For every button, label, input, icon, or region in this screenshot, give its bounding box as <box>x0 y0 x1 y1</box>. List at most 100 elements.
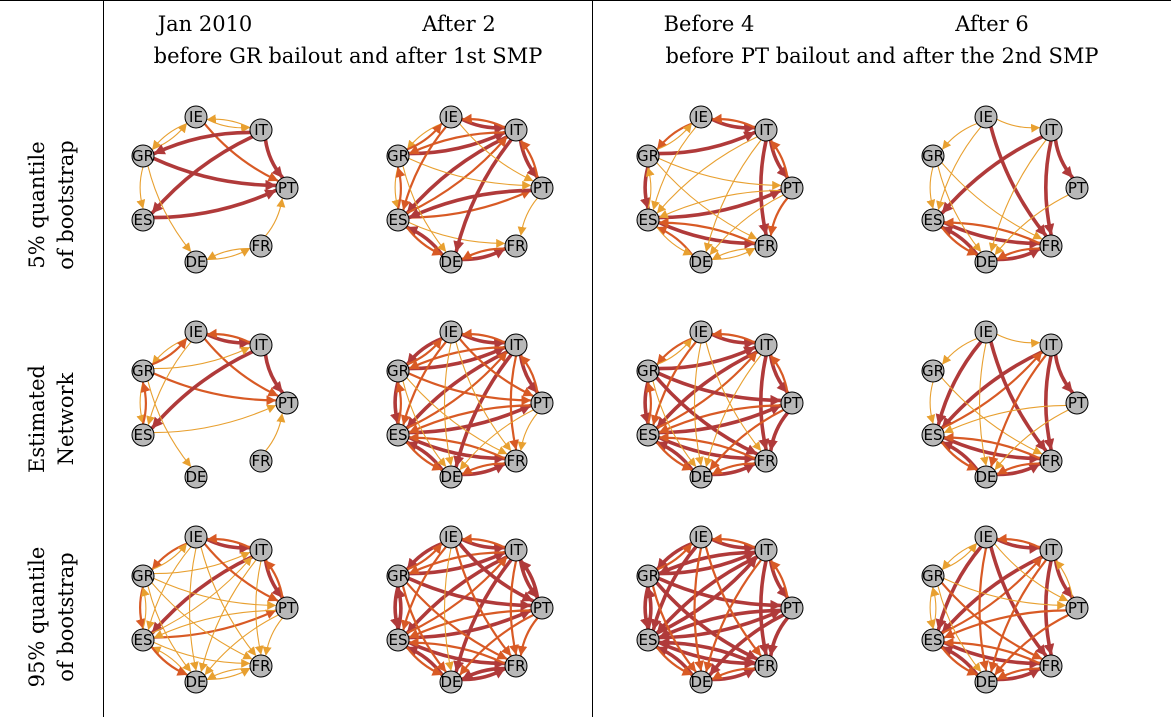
node-fr: FR <box>754 654 778 678</box>
edge-ie-to-es <box>400 340 448 426</box>
edge-gr-to-ie <box>656 338 692 366</box>
edge-es-to-pt <box>153 404 277 434</box>
node-pt: PT <box>530 596 554 620</box>
node-label-it: IT <box>509 121 523 139</box>
edge-it-to-pt <box>1053 558 1074 599</box>
node-pt: PT <box>780 596 804 620</box>
edge-ie-to-gr <box>656 122 694 150</box>
node-label-gr: GR <box>132 147 154 165</box>
edge-it-to-pt <box>518 353 539 394</box>
node-de: DE <box>439 670 463 694</box>
node-label-es: ES <box>134 426 153 444</box>
node-label-de: DE <box>440 253 461 271</box>
node-fr: FR <box>504 654 528 678</box>
edge-it-to-pt <box>263 353 284 394</box>
edge-es-to-gr <box>645 586 656 631</box>
edge-it-to-de <box>453 138 513 253</box>
edge-ie-to-fr <box>704 545 762 657</box>
edge-it-to-ie <box>461 113 507 129</box>
edge-es-to-fr <box>153 641 251 668</box>
node-gr: GR <box>386 144 410 168</box>
node-pt: PT <box>275 596 299 620</box>
node-label-it: IT <box>759 541 773 559</box>
edge-ie-to-es <box>651 126 697 211</box>
edge-ie-to-de <box>188 547 199 671</box>
edge-it-to-pt <box>1053 353 1074 394</box>
network-r3-c4: IE IT GR PT ES FR DE <box>921 525 1089 694</box>
edge-pt-to-fr <box>262 617 284 656</box>
node-de: DE <box>184 670 208 694</box>
edge-ie-to-fr <box>200 546 257 657</box>
edge-gr-to-de <box>652 380 697 467</box>
node-label-ie: IE <box>979 528 993 546</box>
edge-fr-to-de <box>996 462 1042 476</box>
edge-gr-to-de <box>937 165 982 252</box>
edge-gr-to-es <box>136 381 146 424</box>
edge-es-to-fr <box>941 640 1042 669</box>
edge-es-to-it <box>405 556 508 635</box>
row-label-estimated-network: Estimated Network <box>23 309 85 529</box>
node-label-es: ES <box>389 426 408 444</box>
edge-it-to-es <box>940 134 1045 215</box>
node-label-pt: PT <box>1068 179 1087 197</box>
node-pt: PT <box>1065 596 1089 620</box>
node-pt: PT <box>780 391 804 415</box>
edge-es-to-de <box>655 645 693 676</box>
node-label-it: IT <box>254 336 268 354</box>
edge-ie-to-pt <box>203 337 279 397</box>
row-label-5-quantile: 5% quantile of bootstrap <box>23 95 85 315</box>
node-gr: GR <box>131 564 155 588</box>
edge-ie-to-es <box>400 545 448 631</box>
node-label-it: IT <box>509 541 523 559</box>
edge-gr-to-es <box>391 166 401 209</box>
node-gr: GR <box>921 564 945 588</box>
edge-fr-to-de <box>206 668 251 680</box>
node-label-fr: FR <box>1041 452 1060 470</box>
node-pt: PT <box>275 391 299 415</box>
node-de: DE <box>689 465 713 489</box>
edge-es-to-gr <box>395 166 406 211</box>
edge-fr-to-es <box>657 637 758 666</box>
edge-it-to-fr <box>758 559 770 656</box>
edge-es-to-pt <box>656 188 783 220</box>
edge-es-to-gr <box>140 381 151 426</box>
edge-it-to-es <box>405 349 510 430</box>
node-es: ES <box>921 628 945 652</box>
node-fr: FR <box>1039 654 1063 678</box>
node-label-es: ES <box>639 631 658 649</box>
edge-ie-to-de <box>693 342 704 466</box>
node-it: IT <box>504 333 528 357</box>
node-label-ie: IE <box>979 323 993 341</box>
edge-gr-to-de <box>402 165 447 252</box>
node-label-gr: GR <box>132 567 154 585</box>
node-it: IT <box>249 538 273 562</box>
edge-it-to-pt <box>1053 138 1074 179</box>
edge-gr-to-es <box>926 166 936 209</box>
edge-it-to-pt <box>768 138 789 179</box>
edge-gr-to-pt <box>943 577 1067 610</box>
edge-it-to-fr <box>509 559 519 656</box>
edge-pt-to-es <box>943 609 1068 639</box>
node-label-gr: GR <box>387 362 409 380</box>
edge-ie-to-it <box>996 118 1041 133</box>
row-label-estimated-line1: Estimated <box>25 365 49 474</box>
node-es: ES <box>921 208 945 232</box>
edge-pt-to-es <box>943 404 1067 434</box>
edge-de-to-es <box>151 646 188 676</box>
node-es: ES <box>386 208 410 232</box>
edge-es-to-it <box>405 351 508 430</box>
edge-ie-to-es <box>650 545 698 632</box>
row-label-5-quantile-line1: 5% quantile <box>25 141 49 269</box>
edge-gr-to-fr <box>654 580 759 661</box>
edge-pt-to-es <box>658 404 783 434</box>
node-label-pt: PT <box>533 599 552 617</box>
edge-ie-to-gr <box>405 541 444 571</box>
node-it: IT <box>754 538 778 562</box>
edge-group <box>391 113 539 262</box>
edge-it-to-gr <box>657 550 758 576</box>
node-gr: GR <box>921 144 945 168</box>
edge-ie-to-gr <box>151 542 189 570</box>
edge-fr-to-de <box>711 248 756 260</box>
node-es: ES <box>636 423 660 447</box>
edge-fr-to-es <box>658 432 757 460</box>
